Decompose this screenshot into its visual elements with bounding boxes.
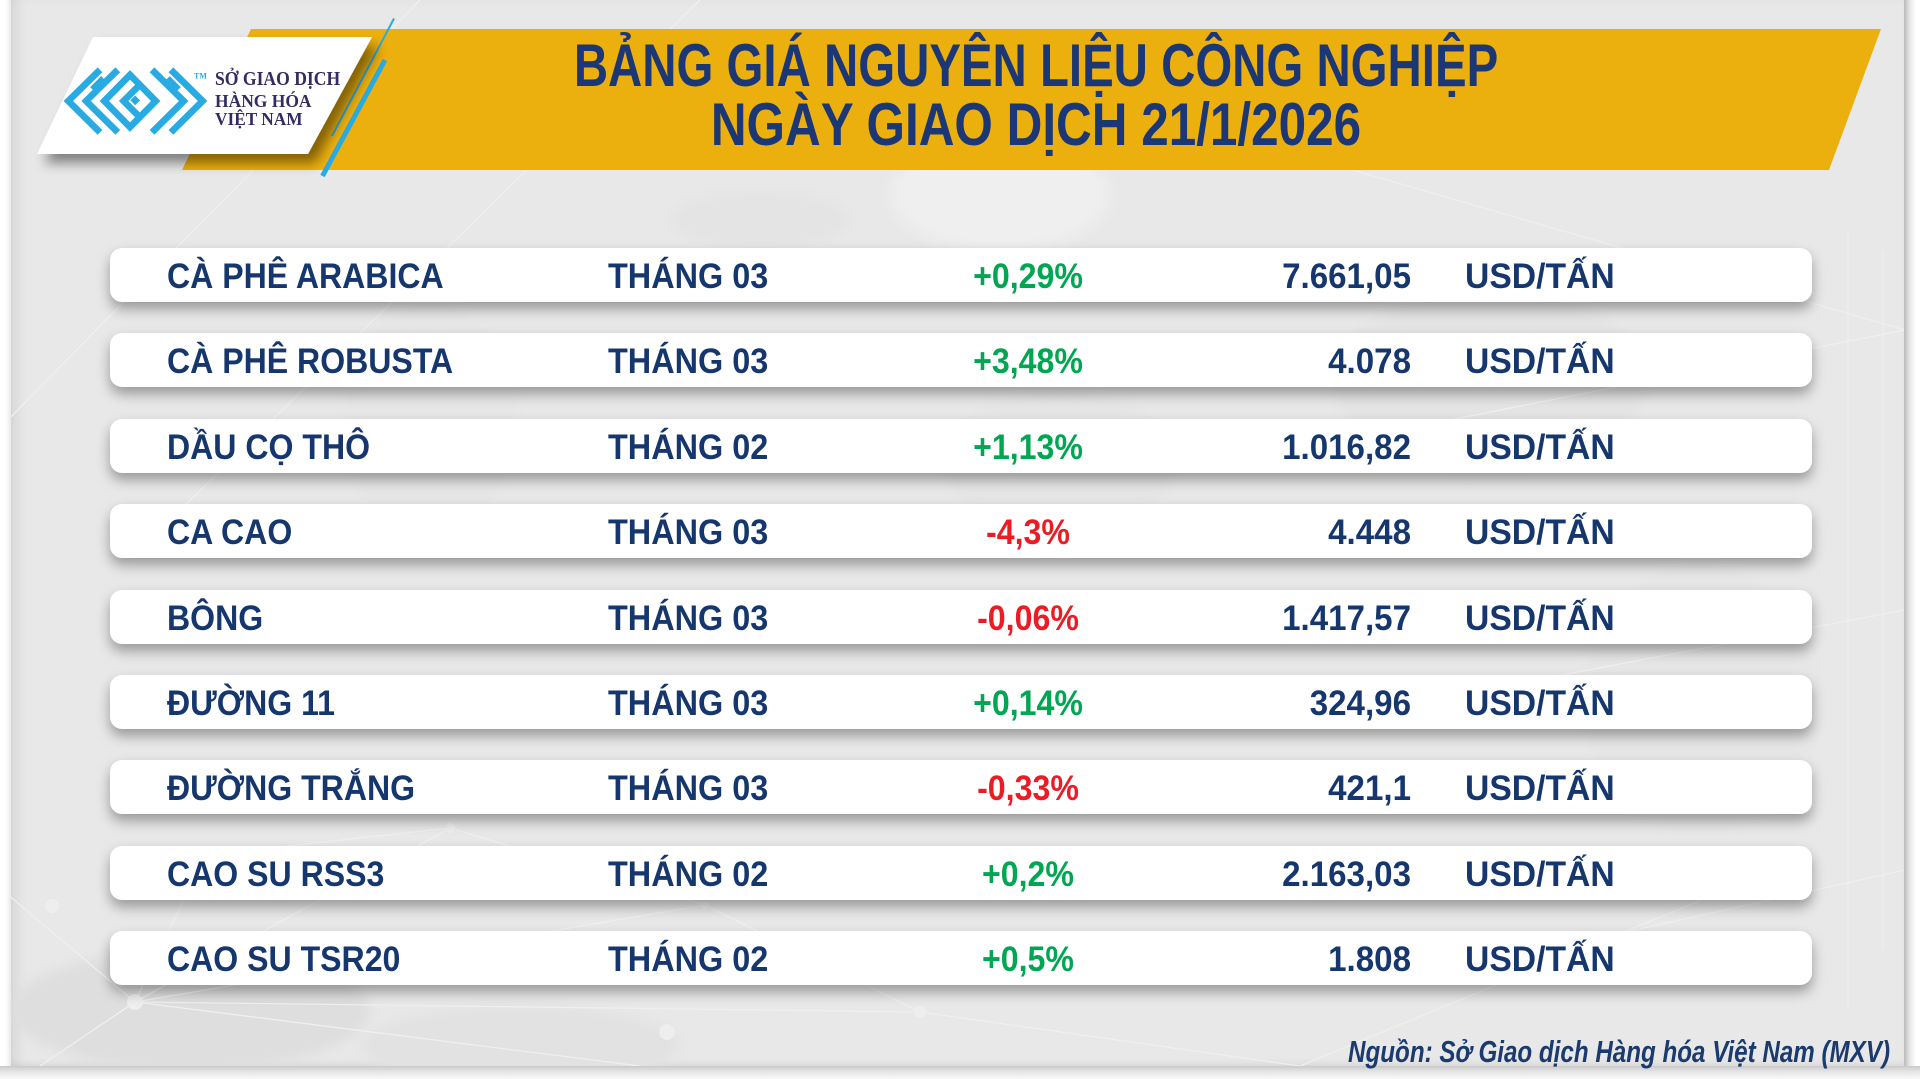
svg-text:TM: TM: [194, 72, 207, 81]
